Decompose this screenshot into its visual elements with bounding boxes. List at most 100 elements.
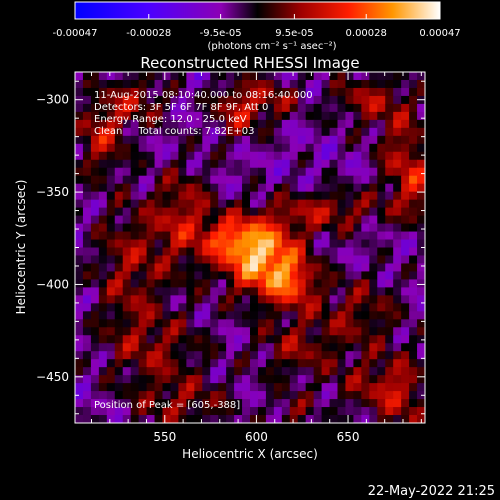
heatmap-cell bbox=[345, 239, 354, 249]
heatmap-cell bbox=[130, 87, 140, 97]
heatmap-cell bbox=[106, 399, 116, 408]
heatmap-cell bbox=[114, 127, 124, 137]
heatmap-cell bbox=[321, 103, 331, 113]
heatmap-cell bbox=[361, 351, 370, 360]
heatmap-cell bbox=[75, 367, 84, 376]
heatmap-cell bbox=[409, 295, 418, 304]
heatmap-cell bbox=[106, 263, 116, 273]
heatmap-cell bbox=[162, 103, 172, 113]
heatmap-cell bbox=[82, 295, 92, 304]
heatmap-cell bbox=[82, 207, 92, 217]
heatmap-cell bbox=[138, 175, 148, 185]
heatmap-cell bbox=[369, 391, 378, 400]
heatmap-cell bbox=[401, 295, 410, 304]
heatmap-cell bbox=[305, 327, 315, 336]
heatmap-cell bbox=[321, 351, 331, 360]
heatmap-cell bbox=[377, 159, 386, 169]
heatmap-cell bbox=[114, 223, 124, 233]
heatmap-cell bbox=[234, 111, 243, 121]
heatmap-cell bbox=[162, 375, 172, 384]
heatmap-cell bbox=[393, 375, 402, 384]
heatmap-cell bbox=[75, 72, 84, 81]
heatmap-cell bbox=[361, 127, 370, 137]
heatmap-cell bbox=[313, 343, 323, 352]
heatmap-cell bbox=[162, 191, 172, 201]
heatmap-cell bbox=[226, 271, 235, 281]
heatmap-cell bbox=[178, 103, 187, 113]
heatmap-cell bbox=[130, 72, 140, 81]
heatmap-cell bbox=[297, 191, 307, 201]
heatmap-cell bbox=[393, 175, 402, 185]
heatmap-cell bbox=[138, 215, 148, 225]
heatmap-cell bbox=[313, 239, 323, 249]
heatmap-cell bbox=[186, 223, 195, 233]
heatmap-cell bbox=[353, 287, 362, 296]
heatmap-cell bbox=[305, 103, 315, 113]
heatmap-cell bbox=[106, 247, 116, 257]
heatmap-cell bbox=[289, 135, 299, 145]
heatmap-cell bbox=[138, 151, 148, 161]
heatmap-cell bbox=[297, 199, 307, 209]
heatmap-cell bbox=[337, 327, 347, 336]
heatmap-cell bbox=[106, 87, 116, 97]
heatmap-cell bbox=[170, 383, 179, 392]
heatmap-cell bbox=[170, 279, 179, 288]
heatmap-cell bbox=[257, 159, 267, 169]
heatmap-cell bbox=[242, 263, 251, 273]
heatmap-cell bbox=[138, 159, 148, 169]
heatmap-cell bbox=[242, 327, 251, 336]
heatmap-cell bbox=[273, 359, 283, 368]
heatmap-cell bbox=[321, 199, 331, 209]
heatmap-cell bbox=[186, 343, 195, 352]
heatmap-cell bbox=[106, 271, 116, 281]
heatmap-cell bbox=[146, 119, 156, 129]
heatmap-cell bbox=[273, 215, 283, 225]
heatmap-cell bbox=[385, 279, 394, 288]
heatmap-cell bbox=[90, 319, 100, 328]
heatmap-cell bbox=[265, 343, 275, 352]
heatmap-cell bbox=[202, 247, 211, 257]
heatmap-cell bbox=[226, 335, 235, 344]
heatmap-cell bbox=[409, 151, 418, 161]
heatmap-cell bbox=[75, 415, 84, 423]
heatmap-cell bbox=[361, 263, 370, 273]
heatmap-cell bbox=[281, 127, 291, 137]
heatmap-cell bbox=[417, 271, 425, 281]
heatmap-cell bbox=[186, 127, 195, 137]
heatmap-cell bbox=[313, 399, 323, 408]
heatmap-cell bbox=[265, 295, 275, 304]
heatmap-cell bbox=[305, 399, 315, 408]
heatmap-cell bbox=[90, 391, 100, 400]
heatmap-cell bbox=[361, 111, 370, 121]
heatmap-cell bbox=[106, 215, 116, 225]
heatmap-cell bbox=[75, 263, 84, 273]
heatmap-cell bbox=[273, 72, 283, 81]
heatmap-cell bbox=[321, 151, 331, 161]
heatmap-cell bbox=[377, 263, 386, 273]
heatmap-cell bbox=[369, 87, 378, 97]
heatmap-cell bbox=[345, 407, 354, 416]
heatmap-cell bbox=[114, 175, 124, 185]
heatmap-cell bbox=[138, 79, 148, 89]
heatmap-cell bbox=[361, 87, 370, 97]
heatmap-cell bbox=[337, 103, 347, 113]
heatmap-cell bbox=[242, 215, 251, 225]
heatmap-cell bbox=[90, 175, 100, 185]
heatmap-cell bbox=[234, 335, 243, 344]
heatmap-cell bbox=[146, 255, 156, 265]
heatmap-cell bbox=[250, 351, 259, 360]
heatmap-cell bbox=[329, 95, 339, 105]
heatmap-cell bbox=[345, 351, 354, 360]
heatmap-cell bbox=[417, 319, 425, 328]
heatmap-cell bbox=[393, 159, 402, 169]
heatmap-cell bbox=[409, 215, 418, 225]
heatmap-cell bbox=[369, 311, 378, 320]
heatmap-cell bbox=[210, 375, 219, 384]
heatmap-cell bbox=[250, 167, 259, 177]
heatmap-cell bbox=[377, 143, 386, 153]
heatmap-cell bbox=[162, 263, 172, 273]
heatmap-cell bbox=[313, 183, 323, 193]
heatmap-cell bbox=[281, 327, 291, 336]
heatmap-cell bbox=[122, 111, 132, 121]
heatmap-cell bbox=[98, 287, 108, 296]
